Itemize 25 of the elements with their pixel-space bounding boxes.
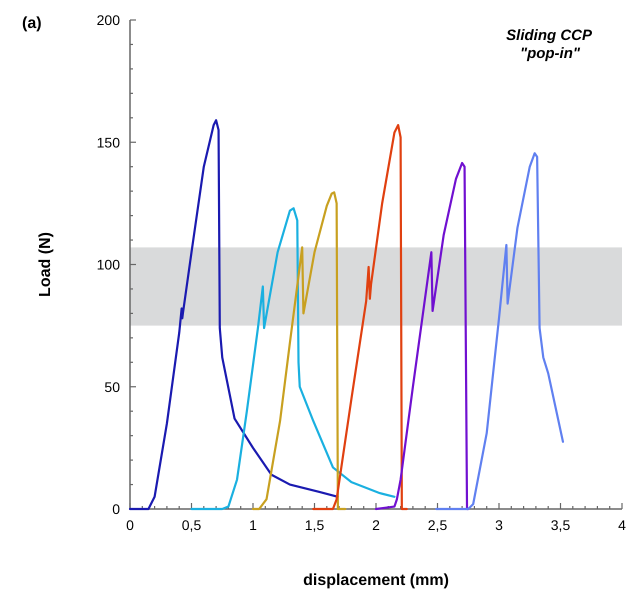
line-series xyxy=(435,152,564,510)
x-tick-label: 0,5 xyxy=(182,517,202,533)
x-tick-label: 3 xyxy=(495,517,504,533)
y-tick-label: 0 xyxy=(112,501,120,517)
x-tick-label: 2,5 xyxy=(428,517,448,533)
line-series xyxy=(252,191,346,510)
y-axis-title: Load (N) xyxy=(37,232,54,297)
annotation: Sliding CCP xyxy=(506,27,593,44)
line-series xyxy=(312,124,408,510)
chart-title: (a) xyxy=(22,15,42,32)
x-tick-label: 4 xyxy=(618,517,626,533)
x-tick-label: 1 xyxy=(249,517,258,533)
line-series xyxy=(128,119,339,510)
line-series xyxy=(374,162,470,510)
line-series xyxy=(190,207,396,510)
x-tick-label: 1,5 xyxy=(304,517,324,533)
x-axis-title: displacement (mm) xyxy=(303,572,449,589)
annotation: "pop-in" xyxy=(520,45,581,62)
y-tick-label: 200 xyxy=(96,12,120,28)
y-tick-label: 100 xyxy=(96,256,120,272)
x-tick-label: 2 xyxy=(372,517,380,533)
x-tick-label: 0 xyxy=(126,517,134,533)
y-tick-label: 50 xyxy=(104,378,120,395)
x-tick-label: 3,5 xyxy=(550,517,570,533)
y-tick-label: 150 xyxy=(96,134,120,150)
